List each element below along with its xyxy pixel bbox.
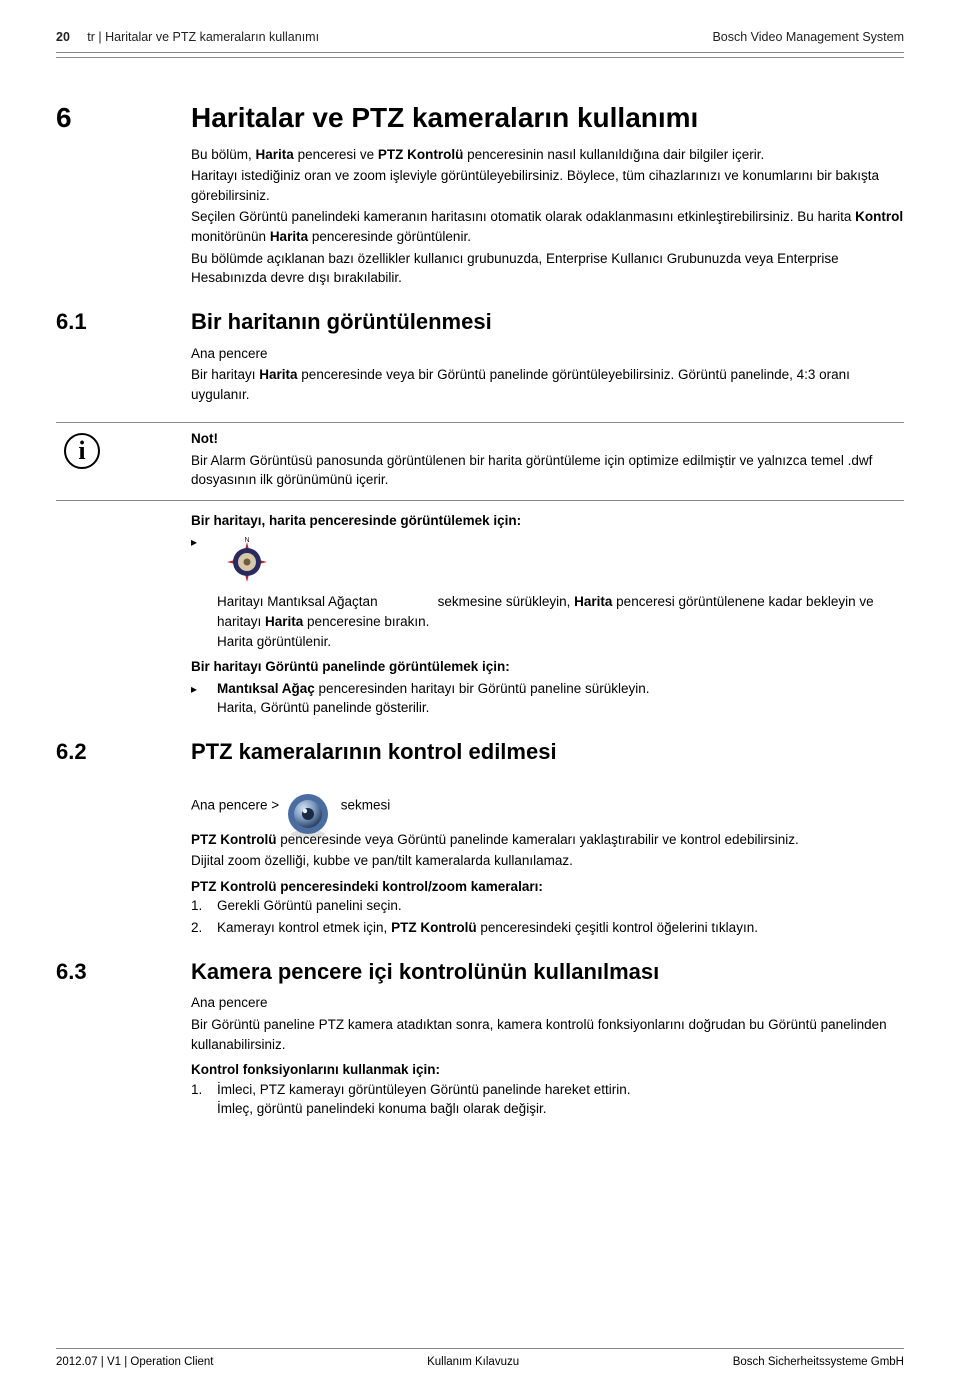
proc1-body: N Haritayı Mantıksal Ağaçtan sekmesine s…	[217, 532, 904, 651]
s6-p2: Haritayı istediğiniz oran ve zoom işlevi…	[191, 166, 904, 205]
s62-p0: Ana pencere > sekmesi	[191, 784, 904, 828]
section-62-heading: 6.2 PTZ kameralarının kontrol edilmesi	[56, 736, 904, 768]
s63-p1: Ana pencere	[191, 993, 904, 1013]
info-icon: i	[64, 433, 100, 469]
section-62-body: Ana pencere > sekmesi PTZ Kontrolü pen	[191, 774, 904, 938]
proc1-marker: ▸	[191, 532, 217, 551]
section-62-title: PTZ kameralarının kontrol edilmesi	[191, 736, 557, 768]
note-text: Not! Bir Alarm Görüntüsü panosunda görün…	[191, 429, 904, 490]
page-footer: 2012.07 | V1 | Operation Client Kullanım…	[56, 1348, 904, 1371]
s6-p4: Bu bölümde açıklanan bazı özellikler kul…	[191, 249, 904, 288]
s63-p2: Bir Görüntü paneline PTZ kamera atadıkta…	[191, 1015, 904, 1054]
section-63-body: Ana pencere Bir Görüntü paneline PTZ kam…	[191, 993, 904, 1118]
s62-steps: 1.Gerekli Görüntü panelini seçin. 2.Kame…	[191, 896, 904, 937]
s63-step-1: 1. İmleci, PTZ kamerayı görüntüleyen Gör…	[191, 1080, 904, 1119]
s63-steps: 1. İmleci, PTZ kamerayı görüntüleyen Gör…	[191, 1080, 904, 1119]
s62-subtitle: PTZ Kontrolü penceresindeki kontrol/zoom…	[191, 877, 904, 897]
s62-p1: PTZ Kontrolü penceresinde veya Görüntü p…	[191, 830, 904, 850]
section-61-body: Ana pencere Bir haritayı Harita penceres…	[191, 344, 904, 405]
footer-right: Bosch Sicherheitssysteme GmbH	[733, 1354, 904, 1371]
s63-subtitle: Kontrol fonksiyonlarını kullanmak için:	[191, 1060, 904, 1080]
section-6-body: Bu bölüm, Harita penceresi ve PTZ Kontro…	[191, 145, 904, 288]
note-box: i Not! Bir Alarm Görüntüsü panosunda gör…	[56, 422, 904, 501]
compass-icon: N	[217, 534, 277, 590]
section-63-number: 6.3	[56, 956, 191, 988]
section-6-title: Haritalar ve PTZ kameraların kullanımı	[191, 98, 698, 139]
proc2-marker: ▸	[191, 679, 217, 698]
section-61-number: 6.1	[56, 306, 191, 338]
page-header: 20 tr | Haritalar ve PTZ kameraların kul…	[56, 28, 904, 50]
footer-left: 2012.07 | V1 | Operation Client	[56, 1354, 214, 1371]
s62-step-1: 1.Gerekli Görüntü panelini seçin.	[191, 896, 904, 916]
s6-p3: Seçilen Görüntü panelindeki kameranın ha…	[191, 207, 904, 246]
note-label: Not!	[191, 429, 904, 449]
note-icon-cell: i	[56, 429, 191, 490]
section-6-heading: 6 Haritalar ve PTZ kameraların kullanımı	[56, 98, 904, 139]
section-63-title: Kamera pencere içi kontrolünün kullanılm…	[191, 956, 659, 988]
section-61-title: Bir haritanın görüntülenmesi	[191, 306, 492, 338]
header-left-text: tr | Haritalar ve PTZ kameraların kullan…	[87, 30, 319, 44]
proc2-title: Bir haritayı Görüntü panelinde görüntüle…	[191, 657, 904, 677]
s61-p1: Ana pencere	[191, 344, 904, 364]
proc1-title: Bir haritayı, harita penceresinde görünt…	[191, 511, 904, 531]
s61-p2: Bir haritayı Harita penceresinde veya bi…	[191, 365, 904, 404]
proc2-body: Mantıksal Ağaç penceresinden haritayı bi…	[217, 679, 904, 718]
header-left: 20 tr | Haritalar ve PTZ kameraların kul…	[56, 28, 319, 46]
s62-p2: Dijital zoom özelliği, kubbe ve pan/tilt…	[191, 851, 904, 871]
main-content: 6 Haritalar ve PTZ kameraların kullanımı…	[56, 98, 904, 1119]
header-rule-1	[56, 52, 904, 53]
section-63-heading: 6.3 Kamera pencere içi kontrolünün kulla…	[56, 956, 904, 988]
proc1-line: ▸ N Haritayı Mantıksal Ağaçtan sekmes	[191, 532, 904, 651]
page-number: 20	[56, 30, 70, 44]
header-rule-2	[56, 57, 904, 58]
section-61-heading: 6.1 Bir haritanın görüntülenmesi	[56, 306, 904, 338]
footer-center: Kullanım Kılavuzu	[427, 1354, 519, 1371]
s62-step-2: 2.Kamerayı kontrol etmek için, PTZ Kontr…	[191, 918, 904, 938]
section-62-number: 6.2	[56, 736, 191, 768]
proc2-line: ▸ Mantıksal Ağaç penceresinden haritayı …	[191, 679, 904, 718]
header-right-text: Bosch Video Management System	[712, 28, 904, 46]
section-6-number: 6	[56, 98, 191, 139]
s6-p1: Bu bölüm, Harita penceresi ve PTZ Kontro…	[191, 145, 904, 165]
note-body: Bir Alarm Görüntüsü panosunda görüntülen…	[191, 453, 872, 488]
proc1-block: Bir haritayı, harita penceresinde görünt…	[191, 511, 904, 718]
